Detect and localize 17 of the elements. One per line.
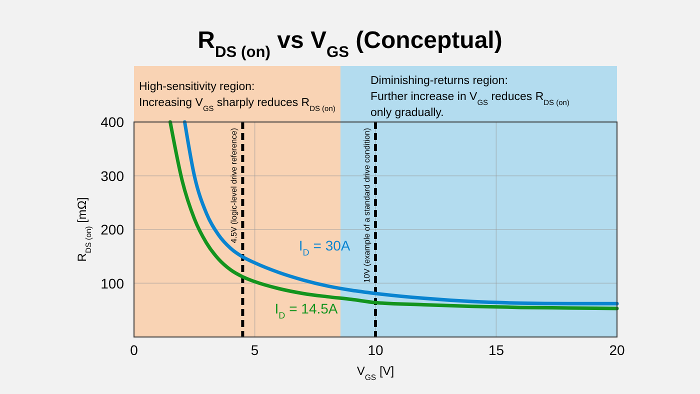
y-tick-label: 100: [100, 275, 124, 292]
x-tick-label: 0: [130, 342, 138, 358]
ref-line-label: 4.5V (logic-level drive reference): [230, 128, 239, 244]
band-label: High-sensitivity region: Increasing V$_{GS}$ sharply reduces R$_{DS (on)}$: [139, 81, 336, 112]
x-tick-label: 15: [488, 342, 504, 358]
x-tick-label: 10: [368, 342, 384, 358]
ref-line-label: 10V (example of a standard drive condition): [362, 128, 372, 283]
x-axis-title: V$_{GS}$ [V]: [356, 364, 394, 382]
chart-title: R$_{DS (on)}$ vs V$_{GS}$ (Conceptual): [198, 27, 502, 60]
x-tick-label: 5: [250, 342, 259, 358]
y-tick-label: 400: [100, 114, 124, 130]
series-label: I$_{D}$ = 14.5A: [274, 300, 338, 321]
series-label: I$_{D}$ = 30A: [298, 238, 351, 258]
y-tick-label: 300: [100, 168, 124, 184]
text: Diminishing-returns region: Further increase in V$_{GS}$ reduces R$_{DS (on)}$ only gradually.: [370, 75, 570, 119]
y-tick-label: 200: [100, 222, 124, 238]
x-tick-label: 20: [609, 342, 625, 358]
